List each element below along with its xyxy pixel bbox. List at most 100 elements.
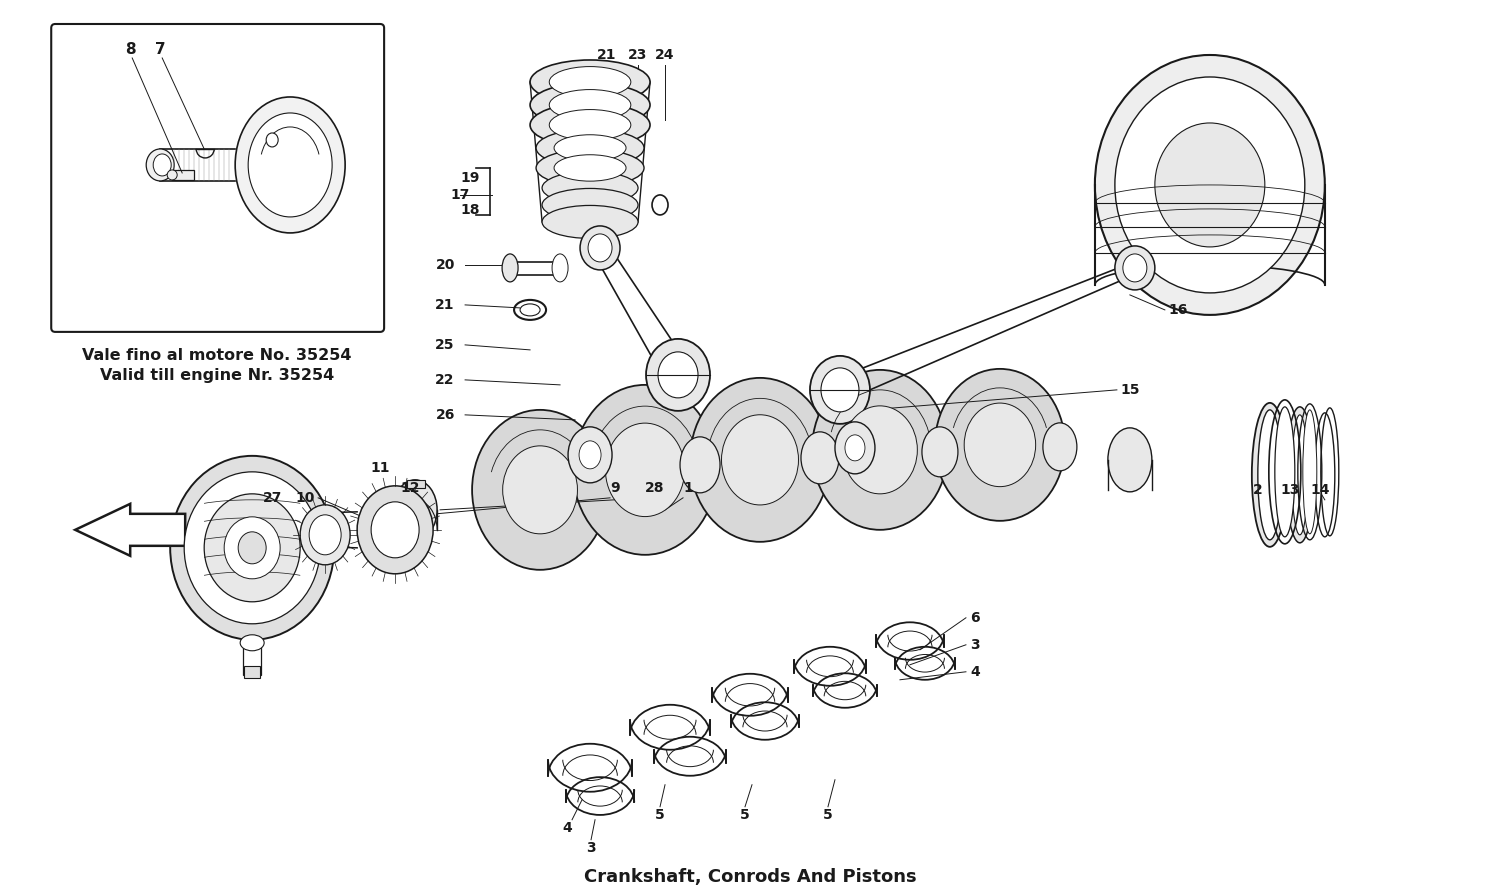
Ellipse shape [530,103,650,147]
Bar [406,480,424,488]
Ellipse shape [549,67,632,97]
FancyBboxPatch shape [51,24,384,331]
Text: 23: 23 [628,48,648,62]
Text: 28: 28 [645,481,664,495]
Text: 8: 8 [124,43,135,58]
Ellipse shape [844,435,865,461]
Text: 9: 9 [610,481,620,495]
Text: 13: 13 [1280,483,1299,497]
Text: 5: 5 [656,808,664,822]
Ellipse shape [658,352,698,398]
Ellipse shape [166,170,177,180]
Ellipse shape [357,486,434,574]
Ellipse shape [542,188,638,222]
Ellipse shape [146,149,174,181]
Text: 21: 21 [597,48,616,62]
Text: 24: 24 [656,48,675,62]
Ellipse shape [520,304,540,316]
Text: 6: 6 [970,611,980,625]
Ellipse shape [934,369,1065,521]
Ellipse shape [836,421,874,474]
FancyArrow shape [75,503,184,556]
Text: 19: 19 [460,171,480,185]
Bar [243,642,261,674]
Ellipse shape [1304,410,1317,534]
Ellipse shape [370,502,419,558]
Ellipse shape [588,234,612,262]
Bar [244,666,260,678]
Text: 26: 26 [435,408,454,421]
Ellipse shape [536,129,644,167]
Ellipse shape [646,339,710,411]
Text: 25: 25 [435,338,454,352]
Ellipse shape [472,410,608,570]
Ellipse shape [236,97,345,233]
Ellipse shape [1292,415,1308,535]
Ellipse shape [812,370,948,530]
Ellipse shape [309,515,340,555]
Ellipse shape [503,254,518,282]
Ellipse shape [1095,55,1324,315]
Text: 18: 18 [460,203,480,217]
Ellipse shape [224,517,280,579]
Text: 17: 17 [450,188,470,202]
Ellipse shape [549,110,632,141]
Ellipse shape [580,226,620,270]
Bar [172,170,194,180]
Ellipse shape [238,532,266,564]
Ellipse shape [801,432,838,484]
Text: 15: 15 [1120,383,1140,396]
Text: 7: 7 [154,43,165,58]
Ellipse shape [554,155,626,181]
Ellipse shape [153,154,171,176]
Ellipse shape [1114,246,1155,290]
Text: Crankshaft, Conrods And Pistons: Crankshaft, Conrods And Pistons [584,868,916,886]
Text: 3: 3 [586,841,596,854]
Ellipse shape [606,423,684,517]
Ellipse shape [300,505,350,565]
Ellipse shape [393,480,436,540]
Ellipse shape [1042,423,1077,470]
Ellipse shape [1275,407,1294,536]
Text: 4: 4 [562,821,572,835]
Ellipse shape [266,133,278,147]
Ellipse shape [843,406,918,494]
Ellipse shape [1124,254,1148,282]
Ellipse shape [536,150,644,186]
Ellipse shape [530,60,650,104]
Ellipse shape [240,634,264,650]
Text: 21: 21 [435,298,454,312]
Ellipse shape [554,135,626,161]
Text: Vale fino al motore No. 35254: Vale fino al motore No. 35254 [82,347,352,363]
Ellipse shape [573,385,717,555]
Ellipse shape [552,254,568,282]
Ellipse shape [549,90,632,120]
Ellipse shape [503,446,578,534]
Ellipse shape [568,427,612,483]
Ellipse shape [184,472,320,624]
Ellipse shape [922,427,958,477]
Ellipse shape [1286,407,1314,543]
Text: 27: 27 [262,491,282,505]
Ellipse shape [204,494,300,601]
Ellipse shape [1114,77,1305,293]
Ellipse shape [1252,403,1288,547]
Text: 2: 2 [1252,483,1263,497]
Ellipse shape [722,415,798,505]
Text: 5: 5 [824,808,833,822]
Ellipse shape [248,113,332,217]
Ellipse shape [810,356,870,424]
Text: 10: 10 [296,491,315,505]
Ellipse shape [530,83,650,127]
Text: 11: 11 [370,461,390,475]
Text: 16: 16 [1168,303,1188,317]
Ellipse shape [690,378,830,542]
Text: 3: 3 [970,638,980,652]
Ellipse shape [821,368,860,412]
Text: 14: 14 [1310,483,1329,497]
Ellipse shape [1155,123,1264,247]
Text: 22: 22 [435,372,454,387]
Ellipse shape [542,206,638,239]
Text: 12: 12 [400,481,420,495]
Ellipse shape [579,441,602,469]
